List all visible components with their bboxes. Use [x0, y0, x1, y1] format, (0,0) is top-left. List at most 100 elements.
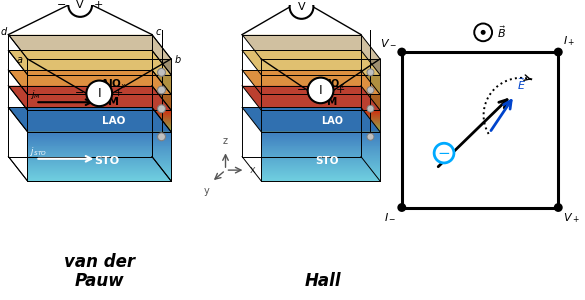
Polygon shape [361, 107, 380, 181]
Polygon shape [261, 126, 380, 127]
Text: c: c [156, 27, 161, 37]
Polygon shape [27, 59, 171, 75]
Polygon shape [261, 148, 380, 149]
Polygon shape [8, 107, 171, 132]
Text: $\vec{B}$: $\vec{B}$ [497, 25, 506, 40]
Polygon shape [27, 140, 171, 141]
Polygon shape [152, 34, 171, 75]
Polygon shape [27, 174, 171, 175]
Polygon shape [27, 121, 171, 122]
Polygon shape [27, 166, 171, 167]
Polygon shape [261, 132, 380, 181]
Polygon shape [27, 114, 171, 115]
Polygon shape [27, 175, 171, 176]
Polygon shape [27, 124, 171, 125]
Polygon shape [27, 135, 171, 136]
Polygon shape [261, 125, 380, 126]
Polygon shape [27, 132, 171, 181]
Polygon shape [261, 138, 380, 139]
Polygon shape [152, 107, 171, 181]
Polygon shape [261, 75, 380, 94]
Text: d: d [0, 27, 6, 37]
Text: −: − [297, 85, 306, 95]
Polygon shape [261, 110, 380, 132]
Polygon shape [27, 177, 171, 178]
Polygon shape [27, 129, 171, 130]
Polygon shape [27, 138, 171, 139]
Circle shape [367, 69, 374, 76]
Polygon shape [261, 134, 380, 135]
Polygon shape [261, 128, 380, 129]
Polygon shape [8, 50, 171, 75]
Polygon shape [27, 134, 171, 135]
Polygon shape [261, 167, 380, 168]
Polygon shape [261, 115, 380, 116]
Polygon shape [27, 132, 171, 133]
Polygon shape [27, 178, 171, 179]
Polygon shape [261, 113, 380, 114]
Text: +: + [114, 88, 123, 98]
Polygon shape [27, 161, 171, 162]
Circle shape [554, 203, 563, 212]
Polygon shape [261, 94, 380, 110]
Polygon shape [261, 146, 380, 148]
Polygon shape [27, 156, 171, 157]
Polygon shape [27, 141, 171, 142]
Polygon shape [261, 110, 380, 111]
Polygon shape [27, 148, 171, 149]
Polygon shape [261, 168, 380, 169]
Polygon shape [361, 70, 380, 110]
Polygon shape [27, 117, 171, 118]
Polygon shape [261, 159, 380, 160]
Polygon shape [27, 130, 171, 131]
Polygon shape [152, 86, 171, 132]
Polygon shape [261, 127, 380, 128]
Polygon shape [27, 153, 171, 154]
Circle shape [367, 105, 374, 112]
Polygon shape [27, 158, 171, 159]
Polygon shape [27, 123, 171, 124]
Polygon shape [27, 163, 171, 164]
Text: I: I [98, 87, 101, 100]
Polygon shape [261, 154, 380, 155]
Polygon shape [261, 143, 380, 145]
Polygon shape [27, 146, 171, 148]
Polygon shape [261, 166, 380, 167]
Text: −: − [438, 146, 450, 160]
Polygon shape [27, 149, 171, 150]
Circle shape [554, 48, 563, 56]
Text: M: M [108, 97, 119, 107]
Polygon shape [261, 112, 380, 113]
Polygon shape [27, 131, 171, 132]
Polygon shape [261, 122, 380, 123]
Polygon shape [27, 115, 171, 116]
Text: $V_+$: $V_+$ [563, 212, 580, 225]
Polygon shape [261, 170, 380, 171]
Text: M: M [327, 97, 338, 107]
Polygon shape [261, 153, 380, 154]
Polygon shape [27, 179, 171, 180]
Polygon shape [8, 70, 171, 94]
Circle shape [474, 23, 492, 41]
Polygon shape [261, 136, 380, 137]
Polygon shape [27, 119, 171, 120]
Polygon shape [27, 154, 171, 155]
Polygon shape [261, 145, 380, 146]
Polygon shape [27, 167, 171, 168]
Polygon shape [152, 50, 171, 94]
Text: I: I [319, 84, 322, 97]
Circle shape [397, 203, 406, 212]
Polygon shape [261, 129, 380, 130]
Text: $I_-$: $I_-$ [384, 212, 397, 222]
Polygon shape [261, 176, 380, 177]
Polygon shape [27, 159, 171, 160]
Polygon shape [242, 50, 380, 75]
Polygon shape [261, 141, 380, 142]
Polygon shape [27, 171, 171, 172]
Polygon shape [261, 124, 380, 125]
Polygon shape [27, 94, 171, 110]
Polygon shape [261, 179, 380, 180]
Polygon shape [261, 178, 380, 179]
Polygon shape [27, 113, 171, 114]
Polygon shape [261, 177, 380, 178]
